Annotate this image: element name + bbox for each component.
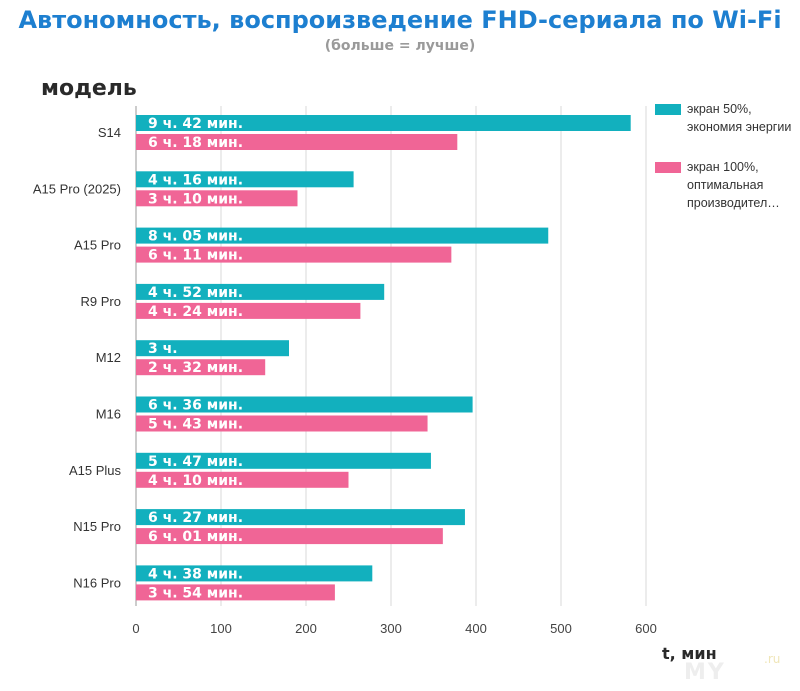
x-axis-label: t, мин <box>662 644 717 663</box>
bar-series-1-6 <box>136 396 473 413</box>
category-label: S14 <box>98 125 121 140</box>
bar-series-1-3 <box>136 227 549 244</box>
legend-swatch-teal <box>655 104 681 115</box>
data-label: 4 ч. 52 мин. <box>148 285 243 301</box>
data-label: 6 ч. 18 мин. <box>148 135 243 151</box>
bar-series-2-9 <box>136 584 335 601</box>
bar-series-2-1 <box>136 134 458 150</box>
data-label: 3 ч. 10 мин. <box>148 191 243 207</box>
x-tick-label: 200 <box>295 621 317 636</box>
bar-series-2-8 <box>136 528 443 545</box>
category-label: N15 Pro <box>73 519 121 534</box>
category-labels: S14 A15 Pro (2025) A15 Pro R9 Pro M12 M16 A15 … <box>33 125 122 590</box>
category-label: M16 <box>96 407 121 422</box>
bar-series-1-8 <box>136 509 465 526</box>
data-label: 4 ч. 38 мин. <box>148 566 243 582</box>
category-label: A15 Pro (2025) <box>33 181 121 196</box>
data-label: 6 ч. 01 мин. <box>148 529 243 545</box>
category-label: R9 Pro <box>81 294 121 309</box>
data-label: 6 ч. 27 мин. <box>148 510 243 526</box>
chart-title: Автономность, воспроизведение FHD-сериал… <box>18 6 782 34</box>
bar-series-1-1 <box>136 115 631 131</box>
watermark-suffix: .ru <box>764 652 781 666</box>
data-label: 8 ч. 05 мин. <box>148 229 243 245</box>
x-tick-label: 300 <box>380 621 402 636</box>
chart-subtitle: (больше = лучше) <box>324 38 476 54</box>
bar-series-1-2 <box>136 171 354 188</box>
bar-series-1-4 <box>136 283 385 300</box>
bar-series-2-4 <box>136 302 361 319</box>
category-label: N16 Pro <box>73 575 121 590</box>
bar-series-1-7 <box>136 452 431 469</box>
bar-series-2-3 <box>136 246 452 263</box>
x-tick-label: 500 <box>550 621 572 636</box>
legend-label-series-2: экран 100%, оптимальная производител… <box>687 160 780 210</box>
x-tick-label: 400 <box>465 621 487 636</box>
data-label: 4 ч. 24 мин. <box>148 304 243 320</box>
data-label: 9 ч. 42 мин. <box>148 116 243 132</box>
category-label: A15 Pro <box>74 238 121 253</box>
x-tick-label: 100 <box>210 621 232 636</box>
bar-series-1-9 <box>136 565 373 582</box>
x-tick-label: 0 <box>132 621 139 636</box>
data-label: 5 ч. 47 мин. <box>148 454 243 470</box>
x-tick-labels: 0 100 200 300 400 500 600 <box>132 621 656 636</box>
data-label: 3 ч. <box>148 341 178 357</box>
data-label: 6 ч. 11 мин. <box>148 248 243 264</box>
x-tick-label: 600 <box>635 621 657 636</box>
data-label: 4 ч. 10 мин. <box>148 473 243 489</box>
bar-series-2-7 <box>136 471 349 488</box>
data-label: 6 ч. 36 мин. <box>148 398 243 414</box>
category-label: A15 Plus <box>69 463 122 478</box>
bar-series-2-6 <box>136 415 428 432</box>
data-label: 5 ч. 43 мин. <box>148 417 243 433</box>
bar-series-1-5 <box>136 340 289 357</box>
data-label: 2 ч. 32 мин. <box>148 360 243 376</box>
bar-series-2-5 <box>136 359 266 376</box>
watermark: MY <box>684 660 726 685</box>
data-label: 4 ч. 16 мин. <box>148 172 243 188</box>
data-label: 3 ч. 54 мин. <box>148 585 243 601</box>
bars: 9 ч. 42 мин. 6 ч. 18 мин. 4 ч. 16 мин. 3 ч.… <box>136 115 631 601</box>
legend-label-series-1: экран 50%, экономия энергии <box>687 102 792 134</box>
legend-swatch-pink <box>655 162 681 173</box>
y-axis-label: модель <box>41 76 137 101</box>
bar-series-2-2 <box>136 190 298 207</box>
category-label: M12 <box>96 350 121 365</box>
